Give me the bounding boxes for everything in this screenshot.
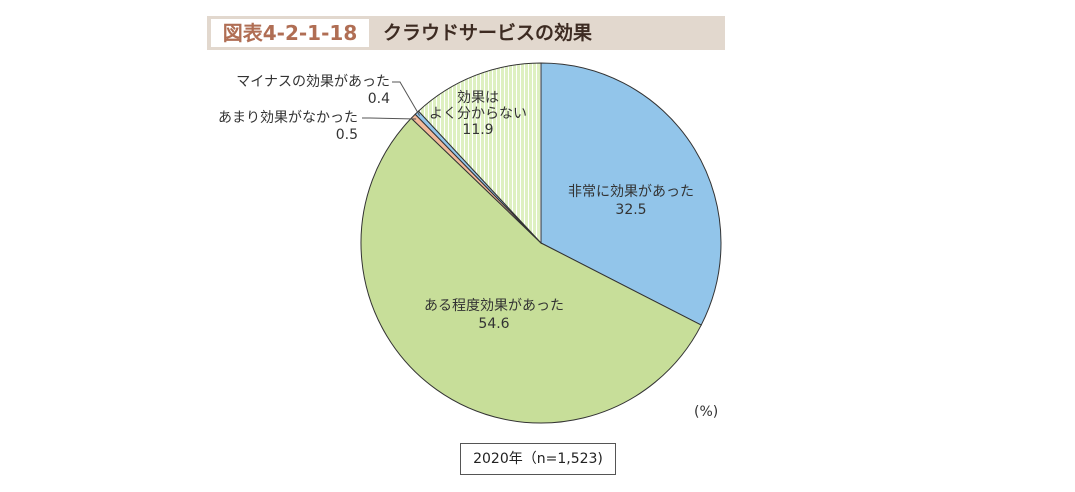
figure-header: 図表4-2-1-18 クラウドサービスの効果 [207,16,725,50]
leader-not-very-effective [362,117,417,120]
label-somewhat-effective-value: 54.6 [478,316,509,332]
label-somewhat-effective-text: ある程度効果があった [424,298,564,314]
leader-negative-effect [392,81,421,116]
label-negative-effect-text: マイナスの効果があった [236,74,390,90]
label-not-very-effective-text: あまり効果がなかった [218,110,358,126]
label-very-effective-text: 非常に効果があった [568,184,694,200]
label-negative-effect-value: 0.4 [368,91,390,107]
label-unknown-value: 11.9 [462,122,493,138]
label-unknown-text: よく分からない [429,106,527,122]
sample-footnote: 2020年（n=1,523) [460,443,616,475]
label-unknown-text: 効果は [457,90,499,106]
figure-number: 図表4-2-1-18 [211,19,369,47]
label-very-effective-value: 32.5 [615,202,646,218]
slice-unknown [417,62,542,245]
figure-title: クラウドサービスの効果 [383,22,593,44]
unit-label: (%) [694,404,719,420]
slice-somewhat-effective [360,117,702,424]
label-not-very-effective-value: 0.5 [336,127,358,143]
slice-very-effective [540,62,722,326]
